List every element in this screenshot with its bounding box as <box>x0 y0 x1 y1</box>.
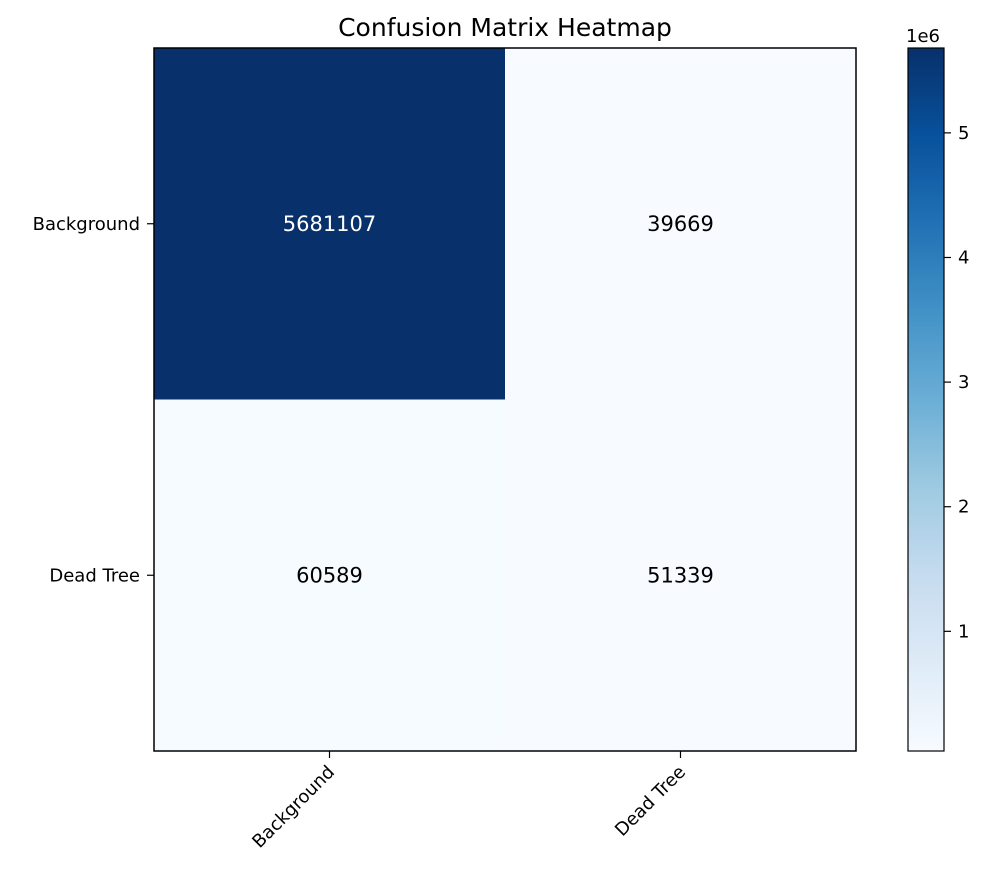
heatmap-cells <box>154 48 856 751</box>
colorbar-tick-label-4: 5 <box>958 123 969 144</box>
heatmap-cell-0-0 <box>154 48 505 400</box>
y-axis-ticks: Background Dead Tree <box>33 214 154 586</box>
cell-value-label-1-0: 60589 <box>296 563 363 587</box>
heatmap-cell-0-1 <box>505 48 856 400</box>
colorbar: 1 2 3 4 5 1e6 <box>906 26 969 752</box>
x-tick-label-1: Dead Tree <box>611 762 690 841</box>
cell-value-label-0-0: 5681107 <box>283 212 377 236</box>
colorbar-tick-label-3: 4 <box>958 247 969 268</box>
heatmap-cell-1-0 <box>154 399 505 751</box>
colorbar-offset-label: 1e6 <box>906 26 940 47</box>
colorbar-gradient <box>907 47 945 752</box>
y-tick-label-0: Background <box>33 214 140 235</box>
x-axis-ticks: Background Dead Tree <box>248 751 690 852</box>
x-tick-label-0: Background <box>248 762 339 853</box>
y-tick-label-1: Dead Tree <box>49 565 140 586</box>
plot-frame <box>153 47 857 752</box>
chart-title: Confusion Matrix Heatmap <box>338 13 672 42</box>
heatmap-cell-1-1 <box>505 399 856 751</box>
colorbar-tick-label-1: 2 <box>958 497 969 518</box>
colorbar-tick-label-0: 1 <box>958 621 969 642</box>
colorbar-tick-label-2: 3 <box>958 372 969 393</box>
cell-value-label-1-1: 51339 <box>647 563 714 587</box>
cell-value-label-0-1: 39669 <box>647 212 714 236</box>
cell-value-labels: 5681107 39669 60589 51339 <box>283 212 714 588</box>
colorbar-ticks: 1 2 3 4 5 <box>944 123 969 642</box>
